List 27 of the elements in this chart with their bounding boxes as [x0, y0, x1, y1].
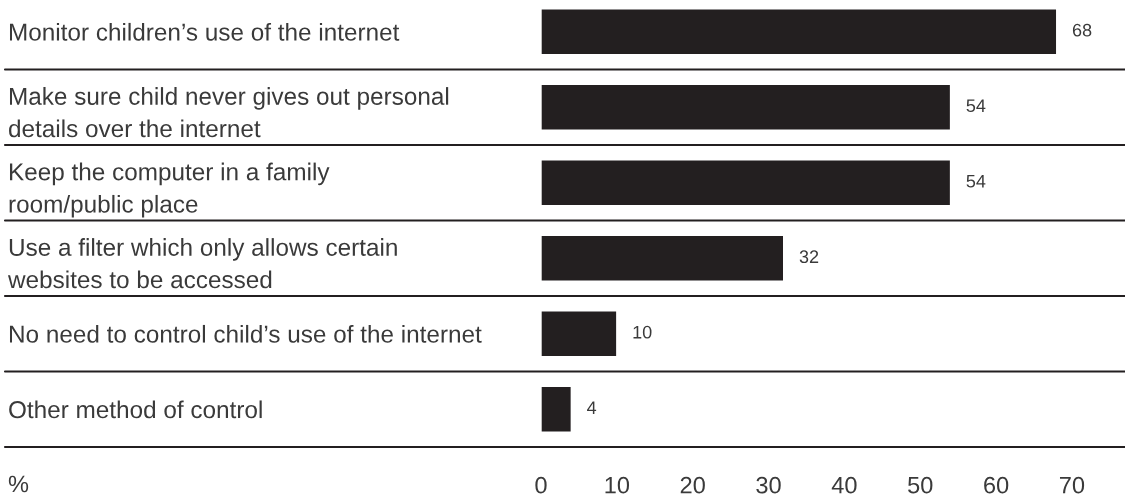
data-label: 4	[587, 401, 597, 414]
y-tick-label: Make sure child never gives out personal details over the internet	[9, 87, 449, 138]
y-tick-label: Keep the computer in a family room/public place	[9, 162, 330, 218]
bar	[541, 310, 618, 358]
bar	[541, 385, 573, 433]
x-tick-label: 70	[1059, 476, 1085, 494]
data-label: 68	[1072, 23, 1092, 37]
y-tick-label: Use a filter which only allows certain websites to be accessed	[7, 238, 397, 289]
y-tick-label: Other method of control	[9, 400, 262, 419]
x-tick-label: 20	[680, 476, 705, 494]
x-tick-label: 50	[908, 476, 933, 494]
x-tick-label: 30	[756, 476, 781, 494]
bar	[541, 7, 1058, 56]
data-label: 54	[966, 174, 986, 188]
y-tick-label: Monitor children’s use of the internet	[9, 22, 400, 41]
x-tick-label: 0	[535, 476, 547, 494]
data-label: 54	[966, 99, 986, 113]
bar	[541, 159, 952, 207]
bar	[541, 83, 952, 131]
x-axis-title: %	[8, 475, 29, 493]
y-tick-label: No need to control child’s use of the internet	[9, 324, 482, 343]
bar	[541, 234, 785, 282]
x-tick-label: 10	[605, 476, 630, 494]
x-tick-label: 60	[984, 476, 1009, 494]
data-label: 32	[799, 250, 819, 264]
data-label: 10	[633, 325, 652, 339]
x-tick-label: 40	[831, 476, 857, 494]
